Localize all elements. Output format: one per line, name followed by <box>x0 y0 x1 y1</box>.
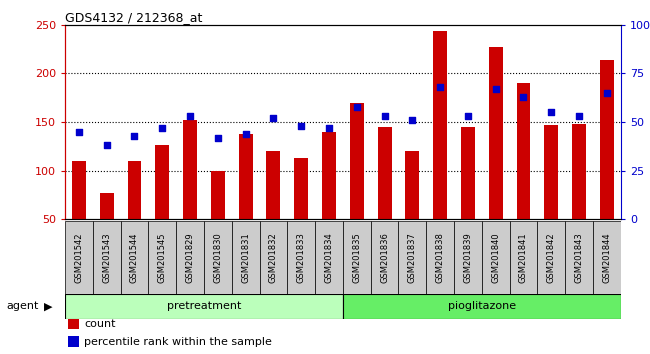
Point <box>574 113 584 119</box>
Text: GSM201842: GSM201842 <box>547 232 556 283</box>
Bar <box>121 221 148 296</box>
Bar <box>454 221 482 296</box>
Bar <box>343 221 370 296</box>
Point <box>435 84 445 90</box>
Text: GSM201837: GSM201837 <box>408 232 417 283</box>
Bar <box>378 127 391 219</box>
Text: GSM201830: GSM201830 <box>213 232 222 283</box>
Text: pioglitazone: pioglitazone <box>448 301 516 311</box>
Bar <box>322 132 336 219</box>
Bar <box>544 125 558 219</box>
Bar <box>593 221 621 296</box>
Text: GSM201542: GSM201542 <box>74 232 83 283</box>
Bar <box>600 60 614 219</box>
Text: GSM201836: GSM201836 <box>380 232 389 283</box>
Text: GSM201838: GSM201838 <box>436 232 445 283</box>
Bar <box>266 152 280 219</box>
Text: GSM201835: GSM201835 <box>352 232 361 283</box>
Text: GSM201544: GSM201544 <box>130 232 139 283</box>
Bar <box>294 158 308 219</box>
Bar <box>565 221 593 296</box>
Text: GSM201840: GSM201840 <box>491 232 500 283</box>
Bar <box>65 221 93 296</box>
Point <box>185 113 195 119</box>
Text: GSM201545: GSM201545 <box>158 232 167 283</box>
Bar <box>99 193 114 219</box>
Bar <box>93 221 120 296</box>
Point <box>380 113 390 119</box>
Bar <box>65 294 343 319</box>
Bar <box>211 171 225 219</box>
Bar <box>461 127 475 219</box>
Bar <box>239 134 253 219</box>
Point <box>352 104 362 109</box>
Bar <box>343 294 621 319</box>
Text: GSM201833: GSM201833 <box>296 232 306 283</box>
Point <box>213 135 223 141</box>
Bar <box>68 336 79 347</box>
Bar <box>232 221 259 296</box>
Point <box>491 86 501 92</box>
Point <box>157 125 168 131</box>
Text: GSM201829: GSM201829 <box>185 232 194 283</box>
Bar <box>426 221 454 296</box>
Point <box>407 118 417 123</box>
Text: GSM201543: GSM201543 <box>102 232 111 283</box>
Bar <box>148 221 176 296</box>
Bar <box>155 144 169 219</box>
Point <box>518 94 528 99</box>
Point <box>296 123 306 129</box>
Text: GSM201834: GSM201834 <box>324 232 333 283</box>
Bar <box>68 319 79 329</box>
Text: GSM201839: GSM201839 <box>463 232 473 283</box>
Bar <box>510 221 538 296</box>
Bar <box>482 221 510 296</box>
Bar <box>489 47 502 219</box>
Point <box>546 110 556 115</box>
Bar <box>127 161 142 219</box>
Bar <box>204 221 231 296</box>
Bar <box>183 120 197 219</box>
Bar <box>350 103 364 219</box>
Bar <box>572 124 586 219</box>
Bar <box>72 161 86 219</box>
Text: GSM201831: GSM201831 <box>241 232 250 283</box>
Text: GDS4132 / 212368_at: GDS4132 / 212368_at <box>65 11 202 24</box>
Bar <box>517 83 530 219</box>
Point <box>268 115 279 121</box>
Point <box>240 131 251 137</box>
Text: agent: agent <box>6 301 39 311</box>
Text: GSM201843: GSM201843 <box>575 232 584 283</box>
Bar <box>398 221 426 296</box>
Bar <box>370 221 398 296</box>
Text: GSM201841: GSM201841 <box>519 232 528 283</box>
Bar <box>287 221 315 296</box>
Bar <box>315 221 343 296</box>
Point <box>463 113 473 119</box>
Text: pretreatment: pretreatment <box>167 301 241 311</box>
Bar <box>406 152 419 219</box>
Text: percentile rank within the sample: percentile rank within the sample <box>84 337 272 347</box>
Point <box>324 125 334 131</box>
Point <box>602 90 612 96</box>
Point <box>73 129 84 135</box>
Bar <box>538 221 566 296</box>
Bar <box>433 30 447 219</box>
Text: GSM201832: GSM201832 <box>269 232 278 283</box>
Bar <box>259 221 287 296</box>
Bar <box>176 221 204 296</box>
Point <box>101 143 112 148</box>
Text: ▶: ▶ <box>44 301 53 311</box>
Text: GSM201844: GSM201844 <box>603 232 612 283</box>
Text: count: count <box>84 319 116 329</box>
Point <box>129 133 140 138</box>
